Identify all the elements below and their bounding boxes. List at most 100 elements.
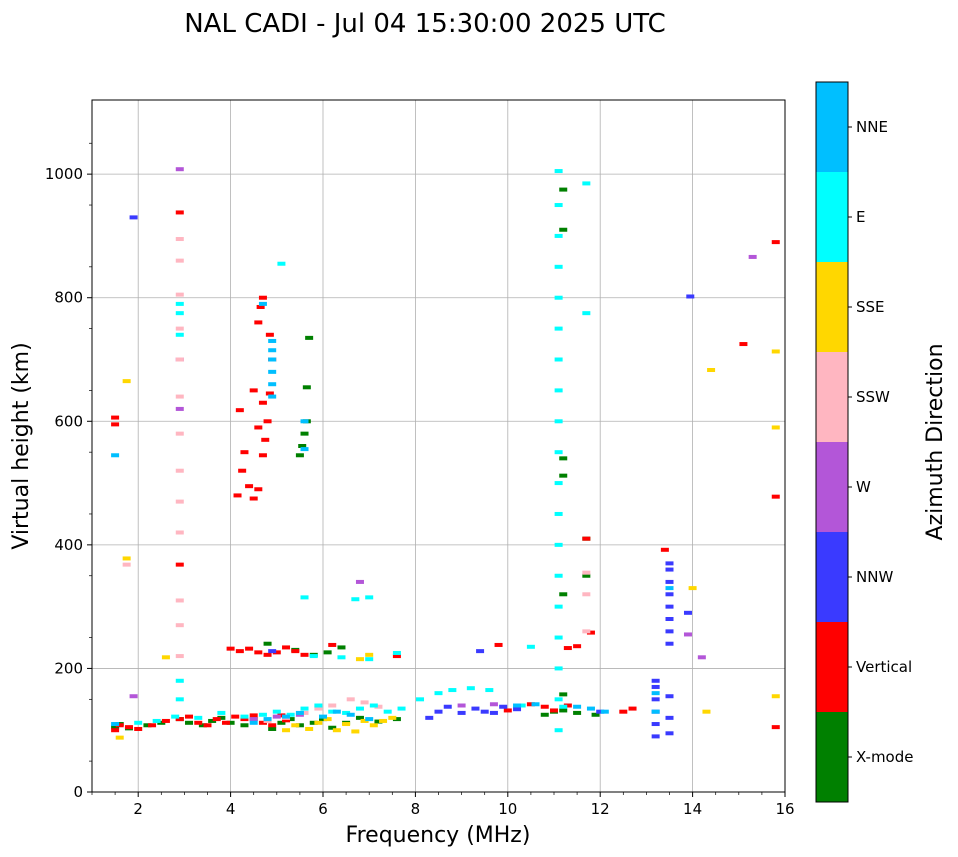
echo-point bbox=[771, 240, 780, 245]
echo-point bbox=[122, 556, 131, 561]
echo-point bbox=[198, 723, 207, 728]
echo-point bbox=[351, 729, 360, 734]
echo-point bbox=[559, 473, 568, 478]
colorbar-segment bbox=[816, 262, 848, 352]
x-axis-label: Frequency (MHz) bbox=[346, 823, 531, 848]
echo-point bbox=[226, 720, 235, 725]
echo-point bbox=[582, 592, 591, 597]
echo-point bbox=[175, 301, 184, 306]
echo-point bbox=[300, 431, 309, 436]
echo-point bbox=[554, 666, 563, 671]
echo-point bbox=[540, 712, 549, 717]
echo-point bbox=[383, 709, 392, 714]
echo-point bbox=[513, 707, 522, 712]
echo-point bbox=[185, 720, 194, 725]
echo-point bbox=[235, 408, 244, 413]
echo-point bbox=[665, 629, 674, 634]
echo-point bbox=[235, 649, 244, 654]
echo-point bbox=[254, 487, 263, 492]
echo-point bbox=[434, 709, 443, 714]
echo-point bbox=[175, 530, 184, 535]
echo-point bbox=[328, 725, 337, 730]
colorbar-segment bbox=[816, 352, 848, 442]
echo-point bbox=[263, 641, 272, 646]
echo-point bbox=[175, 237, 184, 242]
echo-point bbox=[554, 388, 563, 393]
echo-point bbox=[323, 717, 332, 722]
echo-point bbox=[249, 496, 258, 501]
x-axis-ticks: 2 4 6 8 10 12 14 16 bbox=[91, 792, 795, 818]
echo-point bbox=[309, 654, 318, 659]
echo-point bbox=[129, 215, 138, 220]
echo-point bbox=[619, 709, 628, 714]
echo-point bbox=[263, 419, 272, 424]
echo-point bbox=[665, 694, 674, 699]
echo-point bbox=[291, 649, 300, 654]
echo-point bbox=[111, 722, 120, 727]
colorbar-tick-label: SSE bbox=[856, 298, 885, 316]
echo-point bbox=[238, 468, 247, 473]
echo-point bbox=[665, 641, 674, 646]
echo-point bbox=[194, 715, 203, 720]
echo-point bbox=[471, 706, 480, 711]
echo-point bbox=[175, 431, 184, 436]
echo-point bbox=[233, 493, 242, 498]
echo-point bbox=[554, 295, 563, 300]
echo-point bbox=[369, 703, 378, 708]
echo-point bbox=[355, 579, 364, 584]
echo-point bbox=[171, 714, 180, 719]
echo-point bbox=[489, 710, 498, 715]
echo-point bbox=[175, 623, 184, 628]
colorbar: X-mode Vertical NNW W SSW SSE E NNE bbox=[815, 81, 913, 803]
echo-point bbox=[554, 264, 563, 269]
colorbar-tick-label: NNW bbox=[856, 568, 893, 586]
echo-point bbox=[272, 650, 281, 655]
echo-point bbox=[268, 338, 277, 343]
echo-point bbox=[346, 697, 355, 702]
echo-point bbox=[175, 394, 184, 399]
echo-point bbox=[466, 686, 475, 691]
echo-point bbox=[365, 595, 374, 600]
echo-point bbox=[282, 645, 291, 650]
echo-point bbox=[217, 715, 226, 720]
echo-point bbox=[212, 717, 221, 722]
echo-point bbox=[369, 723, 378, 728]
echo-point bbox=[175, 167, 184, 172]
echo-point bbox=[332, 728, 341, 733]
echo-point bbox=[111, 728, 120, 733]
echo-point bbox=[175, 311, 184, 316]
echo-point bbox=[702, 709, 711, 714]
echo-point bbox=[582, 536, 591, 541]
echo-point bbox=[258, 400, 267, 405]
colorbar-tick-label: X-mode bbox=[856, 748, 913, 766]
echo-point bbox=[554, 450, 563, 455]
y-tick-label: 0 bbox=[73, 783, 83, 801]
echo-point bbox=[208, 718, 217, 723]
echo-point bbox=[379, 718, 388, 723]
echo-point bbox=[660, 547, 669, 552]
echo-point bbox=[586, 706, 595, 711]
y-tick-label: 800 bbox=[54, 289, 83, 307]
echo-point bbox=[254, 650, 263, 655]
echo-point bbox=[277, 261, 286, 266]
echo-point bbox=[295, 710, 304, 715]
echo-point bbox=[582, 570, 591, 575]
echo-point bbox=[111, 453, 120, 458]
echo-point bbox=[115, 723, 124, 728]
echo-point bbox=[425, 715, 434, 720]
echo-point bbox=[374, 719, 383, 724]
echo-point bbox=[240, 714, 249, 719]
colorbar-segment bbox=[816, 622, 848, 712]
echo-point bbox=[559, 704, 568, 709]
echo-point bbox=[298, 444, 307, 448]
echo-point bbox=[554, 697, 563, 702]
echo-point bbox=[554, 419, 563, 424]
echo-point bbox=[559, 692, 568, 697]
echo-point bbox=[337, 645, 346, 650]
echo-point bbox=[365, 652, 374, 657]
echo-point bbox=[332, 709, 341, 714]
echo-point bbox=[563, 703, 572, 708]
x-tick-label: 14 bbox=[683, 800, 702, 818]
x-tick-label: 6 bbox=[318, 800, 328, 818]
echo-point bbox=[314, 720, 323, 725]
